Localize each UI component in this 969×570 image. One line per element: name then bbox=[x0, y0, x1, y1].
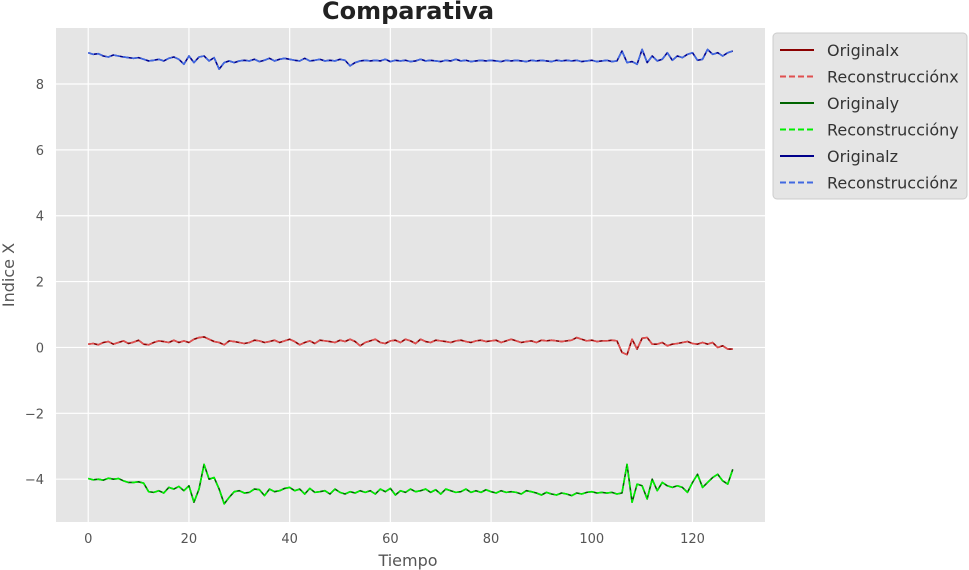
x-tick-label: 40 bbox=[281, 532, 298, 547]
y-tick-label: 6 bbox=[36, 144, 44, 159]
chart-title: Comparativa bbox=[322, 0, 494, 25]
y-tick-label: 0 bbox=[36, 341, 44, 356]
grid-lines bbox=[56, 28, 765, 522]
x-tick-label: 0 bbox=[84, 532, 92, 547]
plot-area bbox=[56, 28, 765, 522]
y-tick-label: 8 bbox=[36, 78, 44, 93]
y-tick-label: −2 bbox=[25, 407, 44, 422]
series-line-reconstrucci-nz bbox=[87, 48, 734, 70]
y-tick-label: −4 bbox=[25, 473, 44, 488]
x-tick-label: 80 bbox=[483, 532, 500, 547]
legend-label: Reconstruccióny bbox=[827, 121, 959, 140]
legend-entries: Originalx Reconstrucciónx Originaly Reconst… bbox=[780, 41, 959, 193]
legend-label: Originalx bbox=[827, 41, 899, 60]
y-axis-label: Indice X bbox=[0, 243, 18, 307]
legend-label: Reconstrucciónz bbox=[827, 174, 958, 193]
series-lines bbox=[87, 48, 734, 505]
tick-labels: 0 20 40 60 80 100 120 −4 −2 0 2 4 6 8 bbox=[25, 78, 705, 547]
series-line-reconstrucci-nx bbox=[88, 336, 733, 356]
series-line-reconstrucci-ny bbox=[88, 463, 734, 505]
legend: Originalx Reconstrucciónx Originaly Reconst… bbox=[772, 32, 968, 200]
legend-label: Originalz bbox=[827, 147, 898, 166]
legend-label: Originaly bbox=[827, 94, 899, 113]
legend-box bbox=[772, 32, 968, 200]
x-axis-label: Tiempo bbox=[377, 551, 437, 570]
x-tick-label: 20 bbox=[181, 532, 198, 547]
y-tick-label: 4 bbox=[36, 210, 44, 225]
y-tick-label: 2 bbox=[36, 276, 44, 291]
legend-label: Reconstrucciónx bbox=[827, 68, 959, 87]
x-tick-label: 100 bbox=[579, 532, 604, 547]
x-tick-label: 120 bbox=[680, 532, 705, 547]
x-tick-label: 60 bbox=[382, 532, 399, 547]
